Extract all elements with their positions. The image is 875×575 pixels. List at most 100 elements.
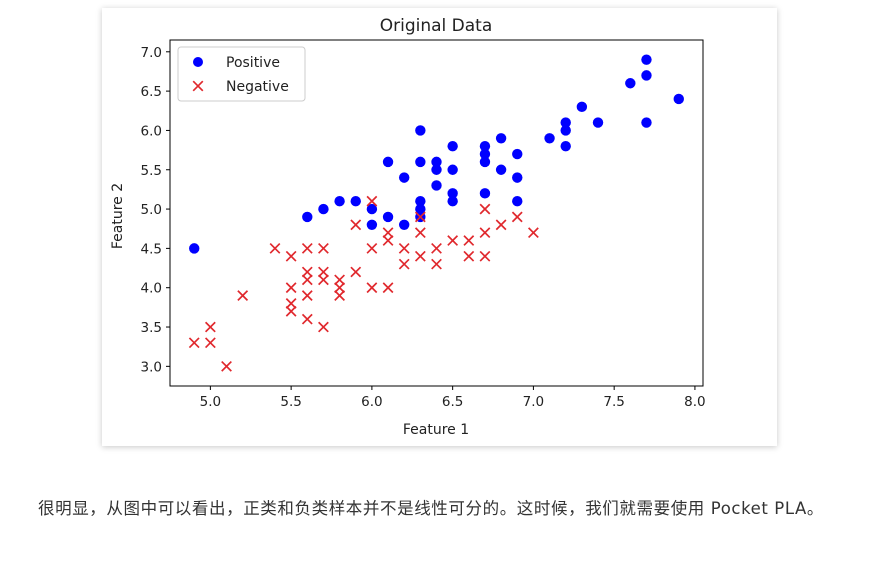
- x-marker-stroke: [301, 274, 313, 286]
- y-tick-label: 4.5: [141, 241, 162, 257]
- positive-point: [398, 172, 410, 183]
- x-marker-stroke: [463, 250, 475, 262]
- x-marker-stroke: [318, 266, 329, 278]
- chart-title: Original Data: [380, 16, 493, 36]
- x-marker-stroke: [431, 242, 442, 254]
- negative-point: [204, 321, 216, 333]
- negative-point: [204, 337, 216, 349]
- negative-point: [221, 360, 232, 372]
- negative-point: [495, 219, 507, 231]
- x-marker-stroke: [382, 282, 394, 294]
- x-marker-stroke: [285, 282, 297, 294]
- x-tick-label: 6.5: [442, 394, 463, 410]
- plot-frame: [169, 39, 704, 387]
- negative-point: [285, 250, 297, 262]
- x-marker-stroke: [285, 298, 297, 309]
- x-tick-label: 7.0: [523, 394, 544, 410]
- positive-point: [415, 203, 426, 215]
- x-axis-label: Feature 1: [403, 422, 469, 438]
- negative-point: [334, 290, 345, 301]
- positive-point: [415, 156, 426, 168]
- x-marker-stroke: [237, 290, 249, 301]
- positive-point: [479, 148, 491, 160]
- plot-area: 5.0 5.5 6.0 6.5 7.0 7.5 8.0 3.0 3.5 4.0 4.5 5.0 5.5 6…: [141, 39, 706, 410]
- x-marker-stroke: [334, 290, 345, 301]
- negative-point: [382, 282, 394, 294]
- negative-point: [398, 258, 410, 270]
- negative-point: [285, 282, 297, 294]
- negative-point: [479, 227, 491, 239]
- positive-point: [447, 164, 458, 175]
- negative-point: [431, 258, 442, 270]
- x-marker-stroke: [269, 242, 281, 254]
- positive-point: [512, 196, 523, 207]
- x-marker-stroke: [479, 250, 491, 262]
- negative-point: [301, 313, 313, 325]
- x-marker-stroke: [318, 321, 329, 333]
- x-marker-stroke: [334, 282, 345, 294]
- y-tick-label: 4.0: [141, 281, 162, 297]
- negative-point: [463, 235, 475, 246]
- x-marker-stroke: [382, 235, 394, 246]
- negative-point: [382, 227, 394, 239]
- x-marker-stroke: [463, 235, 475, 246]
- x-marker-stroke: [511, 211, 523, 223]
- x-marker-stroke: [350, 266, 362, 278]
- y-axis-label: Feature 2: [110, 183, 126, 249]
- y-tick-label: 6.0: [141, 123, 162, 139]
- negative-point: [318, 321, 329, 333]
- positive-point: [592, 117, 604, 128]
- negative-point: [188, 337, 200, 349]
- positive-point: [495, 164, 507, 175]
- negative-point: [318, 242, 329, 254]
- positive-point: [366, 203, 378, 215]
- positive-point: [447, 188, 458, 199]
- x-tick-label: 5.5: [280, 394, 301, 410]
- y-tick-label: 3.0: [141, 359, 162, 375]
- positive-point: [431, 180, 442, 191]
- positive-point: [641, 54, 652, 65]
- x-marker-stroke: [192, 80, 204, 92]
- positive-point: [382, 156, 394, 168]
- positive-point: [189, 243, 200, 254]
- legend-label-negative: Negative: [226, 79, 289, 95]
- positive-point: [302, 211, 313, 223]
- legend-item-negative: Negative: [192, 79, 289, 95]
- negative-point: [528, 227, 539, 239]
- x-marker-stroke: [301, 266, 313, 278]
- negative-point: [366, 282, 378, 294]
- x-marker-stroke: [221, 360, 232, 372]
- x-marker-stroke: [414, 211, 426, 223]
- positive-point: [673, 93, 684, 105]
- positive-point: [350, 196, 361, 207]
- legend-item-positive: Positive: [193, 55, 280, 71]
- x-marker-stroke: [204, 321, 216, 333]
- x-marker-stroke: [366, 195, 378, 207]
- negative-point: [350, 266, 362, 278]
- negative-point: [398, 242, 410, 254]
- positive-point: [560, 140, 571, 152]
- x-marker-stroke: [398, 242, 410, 254]
- x-tick-label: 5.0: [200, 394, 221, 410]
- negative-point: [511, 211, 523, 223]
- positive-point: [560, 117, 571, 128]
- negative-point: [334, 282, 345, 294]
- positive-point: [415, 196, 426, 207]
- positive-point: [479, 140, 491, 152]
- negative-point: [350, 219, 362, 231]
- x-marker-stroke: [366, 242, 378, 254]
- x-tick-label: 7.5: [603, 394, 624, 410]
- legend-label-positive: Positive: [226, 55, 280, 71]
- negative-point: [414, 227, 426, 239]
- positive-point: [334, 196, 345, 207]
- x-marker-stroke: [301, 290, 313, 301]
- x-marker-stroke: [301, 313, 313, 325]
- negative-point: [334, 274, 345, 286]
- negative-point: [431, 242, 442, 254]
- positive-point: [495, 133, 507, 144]
- negative-point: [366, 195, 378, 207]
- x-marker-stroke: [382, 227, 394, 239]
- x-marker-stroke: [479, 227, 491, 239]
- negative-point: [447, 235, 459, 246]
- negative-point: [285, 298, 297, 309]
